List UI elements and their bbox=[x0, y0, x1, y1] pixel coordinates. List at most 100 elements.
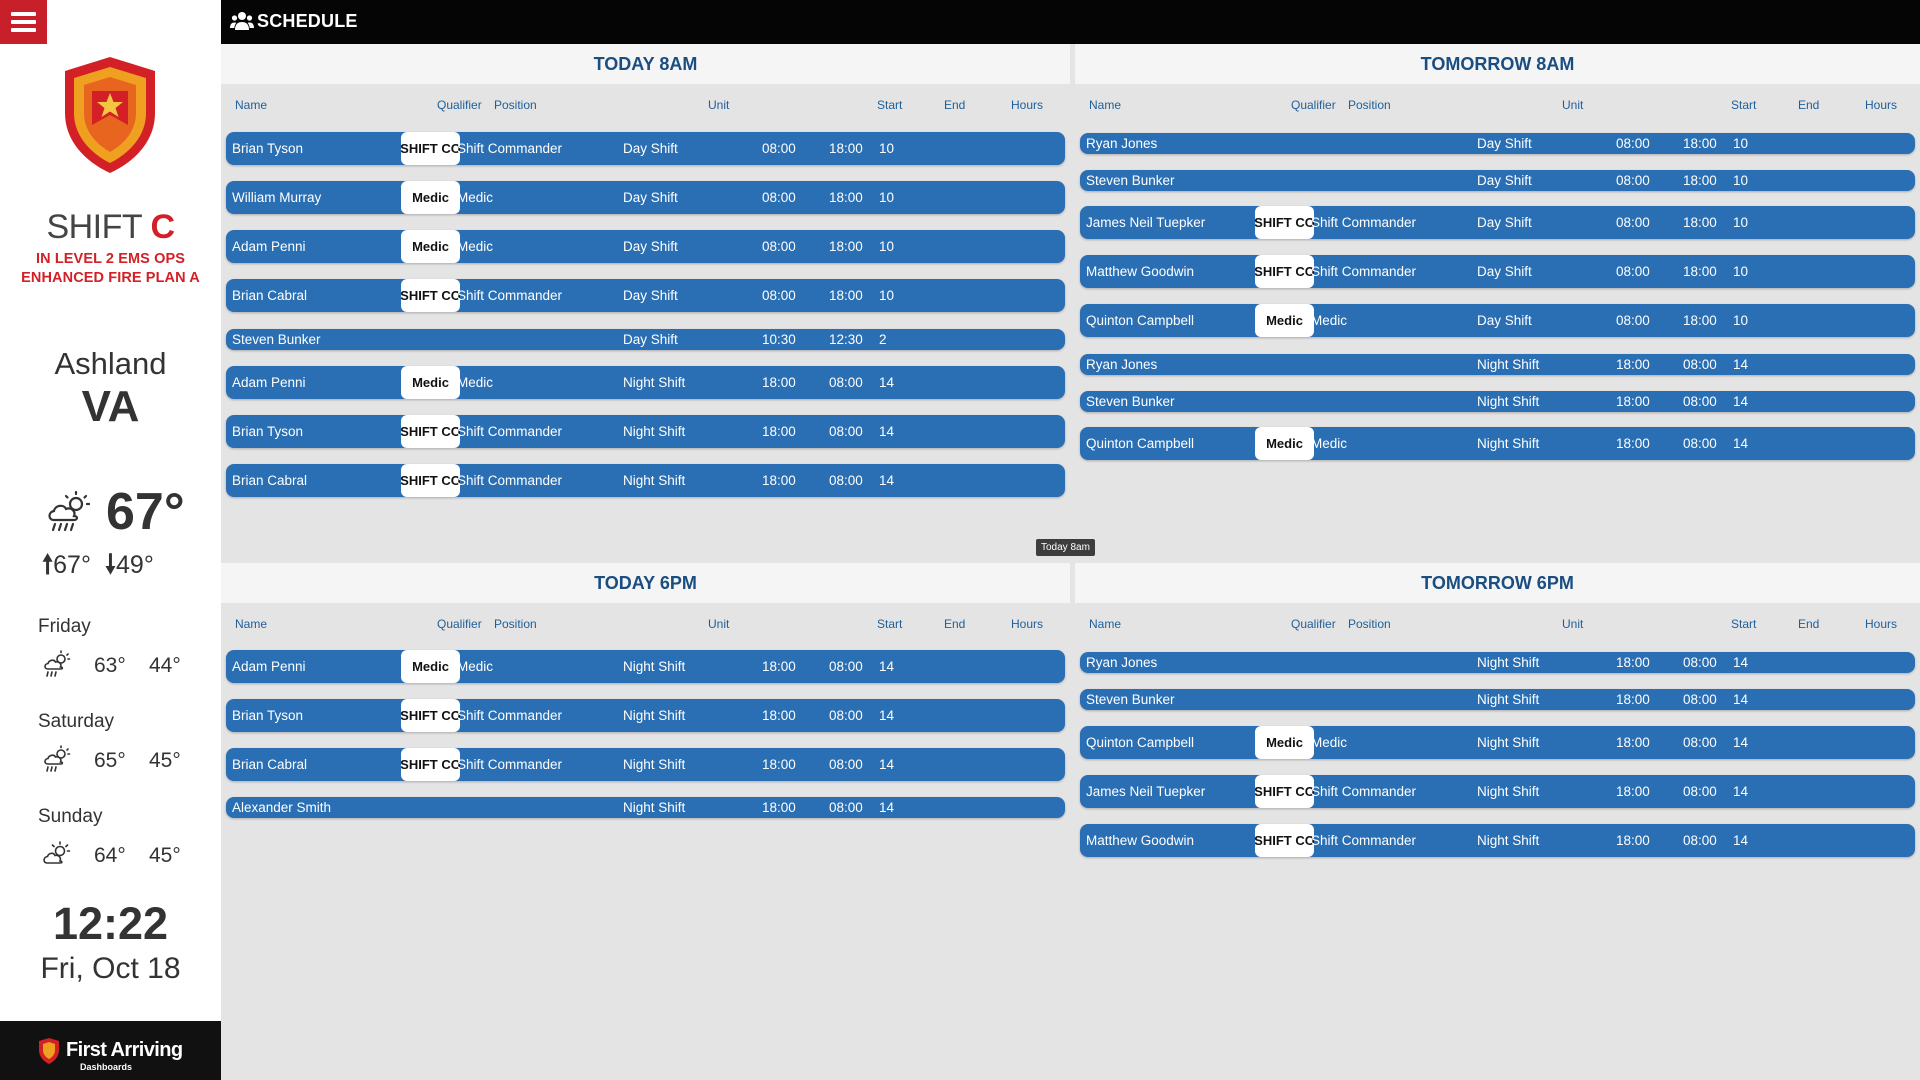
schedule-row[interactable]: Quinton Campbell Medic Medic Night Shift 18:… bbox=[1080, 726, 1915, 759]
hamburger-menu-icon[interactable] bbox=[0, 0, 47, 44]
row-hours: 14 bbox=[879, 757, 895, 772]
row-unit: Day Shift bbox=[623, 332, 678, 347]
row-hours: 14 bbox=[1733, 692, 1749, 707]
qualifier-badge: Medic bbox=[401, 181, 460, 214]
row-name: Ryan Jones bbox=[1086, 136, 1158, 151]
row-position: Shift Commander bbox=[457, 288, 563, 303]
column-header-unit: Unit bbox=[708, 98, 730, 112]
row-name: Ryan Jones bbox=[1086, 357, 1158, 372]
column-header-end: End bbox=[944, 617, 966, 631]
row-start: 18:00 bbox=[1616, 394, 1650, 409]
row-unit: Night Shift bbox=[1477, 357, 1540, 372]
shift-letter: C bbox=[150, 208, 176, 246]
row-start: 18:00 bbox=[762, 757, 796, 772]
qualifier-badge: SHIFT CO bbox=[401, 748, 460, 781]
schedule-row[interactable]: Quinton Campbell Medic Medic Night Shift 18:… bbox=[1080, 427, 1915, 460]
row-end: 08:00 bbox=[1683, 436, 1717, 451]
column-header-position: Position bbox=[494, 98, 537, 112]
row-unit: Day Shift bbox=[623, 239, 678, 254]
schedule-row[interactable]: Matthew Goodwin SHIFT CO Shift Commander Ni… bbox=[1080, 824, 1915, 857]
row-unit: Night Shift bbox=[1477, 436, 1540, 451]
qualifier-badge: SHIFT CO bbox=[1255, 824, 1314, 857]
row-hours: 10 bbox=[879, 141, 895, 156]
row-end: 18:00 bbox=[1683, 215, 1717, 230]
schedule-row[interactable]: Ryan Jones Night Shift 18:00 08:00 14 bbox=[1080, 652, 1915, 673]
row-start: 08:00 bbox=[762, 288, 796, 303]
row-end: 18:00 bbox=[829, 239, 863, 254]
schedule-row[interactable]: Brian Cabral SHIFT CO Shift Commander Night… bbox=[226, 748, 1065, 781]
row-unit: Day Shift bbox=[1477, 136, 1532, 151]
schedule-row[interactable]: Steven Bunker Night Shift 18:00 08:00 14 bbox=[1080, 689, 1915, 710]
schedule-row[interactable]: Brian Cabral SHIFT CO Shift Commander Day S… bbox=[226, 279, 1065, 312]
row-end: 08:00 bbox=[1683, 784, 1717, 799]
row-name: Adam Penni bbox=[232, 659, 306, 674]
row-name: Adam Penni bbox=[232, 239, 306, 254]
row-unit: Night Shift bbox=[1477, 833, 1540, 848]
schedule-row[interactable]: Brian Cabral SHIFT CO Shift Commander Night… bbox=[226, 464, 1065, 497]
schedule-row[interactable]: Ryan Jones Day Shift 08:00 18:00 10 bbox=[1080, 133, 1915, 154]
panel-title: TODAY 8AM bbox=[221, 44, 1070, 84]
cloud-sun-rain-icon bbox=[44, 650, 71, 677]
row-name: Brian Cabral bbox=[232, 288, 308, 303]
schedule-row[interactable]: Steven Bunker Day Shift 08:00 18:00 10 bbox=[1080, 170, 1915, 191]
schedule-row[interactable]: Matthew Goodwin SHIFT CO Shift Commander Da… bbox=[1080, 255, 1915, 288]
column-header-qualifier: Qualifier bbox=[1291, 98, 1336, 112]
row-start: 18:00 bbox=[1616, 655, 1650, 670]
qualifier-badge: Medic bbox=[401, 366, 460, 399]
row-unit: Day Shift bbox=[623, 141, 678, 156]
row-name: Quinton Campbell bbox=[1086, 436, 1195, 451]
row-name: Brian Tyson bbox=[232, 424, 304, 439]
brand-name: First Arriving bbox=[66, 1039, 183, 1061]
schedule-row[interactable]: Quinton Campbell Medic Medic Day Shift 08:00… bbox=[1080, 304, 1915, 337]
schedule-row[interactable]: Steven Bunker Night Shift 18:00 08:00 14 bbox=[1080, 391, 1915, 412]
row-unit: Night Shift bbox=[623, 375, 686, 390]
schedule-row[interactable]: James Neil Tuepker SHIFT CO Shift Commande… bbox=[1080, 775, 1915, 808]
schedule-row[interactable]: Adam Penni Medic Medic Night Shift 18:00 08:0… bbox=[226, 650, 1065, 683]
schedule-row[interactable]: Brian Tyson SHIFT CO Shift Commander Night … bbox=[226, 415, 1065, 448]
row-start: 08:00 bbox=[1616, 136, 1650, 151]
row-name: Brian Tyson bbox=[232, 141, 304, 156]
people-icon bbox=[230, 12, 254, 30]
column-header-qualifier: Qualifier bbox=[1291, 617, 1336, 631]
brand-footer: First Arriving Dashboards bbox=[0, 1021, 221, 1080]
row-hours: 14 bbox=[1733, 436, 1749, 451]
row-unit: Night Shift bbox=[623, 473, 686, 488]
schedule-row[interactable]: Brian Tyson SHIFT CO Shift Commander Day Sh… bbox=[226, 132, 1065, 165]
row-position: Shift Commander bbox=[457, 424, 563, 439]
high-temp: 67° bbox=[53, 551, 91, 579]
row-start: 08:00 bbox=[1616, 313, 1650, 328]
schedule-row[interactable]: Ryan Jones Night Shift 18:00 08:00 14 bbox=[1080, 354, 1915, 375]
schedule-row[interactable]: William Murray Medic Medic Day Shift 08:00 18… bbox=[226, 181, 1065, 214]
column-header-name: Name bbox=[1089, 617, 1122, 631]
row-end: 08:00 bbox=[829, 800, 863, 815]
row-hours: 10 bbox=[1733, 215, 1749, 230]
column-header-name: Name bbox=[1089, 98, 1122, 112]
qualifier-badge: SHIFT CO bbox=[1255, 206, 1314, 239]
row-start: 08:00 bbox=[762, 141, 796, 156]
row-position: Medic bbox=[1311, 735, 1348, 750]
schedule-row[interactable]: Steven Bunker Day Shift 10:30 12:30 2 bbox=[226, 329, 1065, 350]
row-position: Shift Commander bbox=[457, 141, 563, 156]
row-hours: 14 bbox=[1733, 394, 1749, 409]
row-start: 18:00 bbox=[1616, 833, 1650, 848]
schedule-row[interactable]: Brian Tyson SHIFT CO Shift Commander Night … bbox=[226, 699, 1065, 732]
forecast-high: 63° bbox=[94, 654, 126, 677]
schedule-row[interactable]: James Neil Tuepker SHIFT CO Shift Commande… bbox=[1080, 206, 1915, 239]
row-name: Brian Cabral bbox=[232, 473, 308, 488]
column-header-hours: Hours bbox=[1865, 617, 1898, 631]
row-name: William Murray bbox=[232, 190, 322, 205]
schedule-row[interactable]: Adam Penni Medic Medic Day Shift 08:00 18:00 1… bbox=[226, 230, 1065, 263]
schedule-row[interactable]: Adam Penni Medic Medic Night Shift 18:00 08:0… bbox=[226, 366, 1065, 399]
qualifier-badge: Medic bbox=[1255, 427, 1314, 460]
row-name: Steven Bunker bbox=[1086, 692, 1175, 707]
row-name: Alexander Smith bbox=[232, 800, 332, 815]
row-end: 08:00 bbox=[829, 424, 863, 439]
row-start: 18:00 bbox=[762, 473, 796, 488]
qualifier-badge: Medic bbox=[401, 650, 460, 683]
row-name: Quinton Campbell bbox=[1086, 313, 1195, 328]
schedule-row[interactable]: Alexander Smith Night Shift 18:00 08:00 14 bbox=[226, 797, 1065, 818]
row-name: James Neil Tuepker bbox=[1086, 215, 1206, 230]
row-hours: 14 bbox=[879, 659, 895, 674]
tooltip: Today 8am bbox=[1036, 539, 1095, 556]
cloud-sun-rain-icon bbox=[48, 490, 91, 532]
